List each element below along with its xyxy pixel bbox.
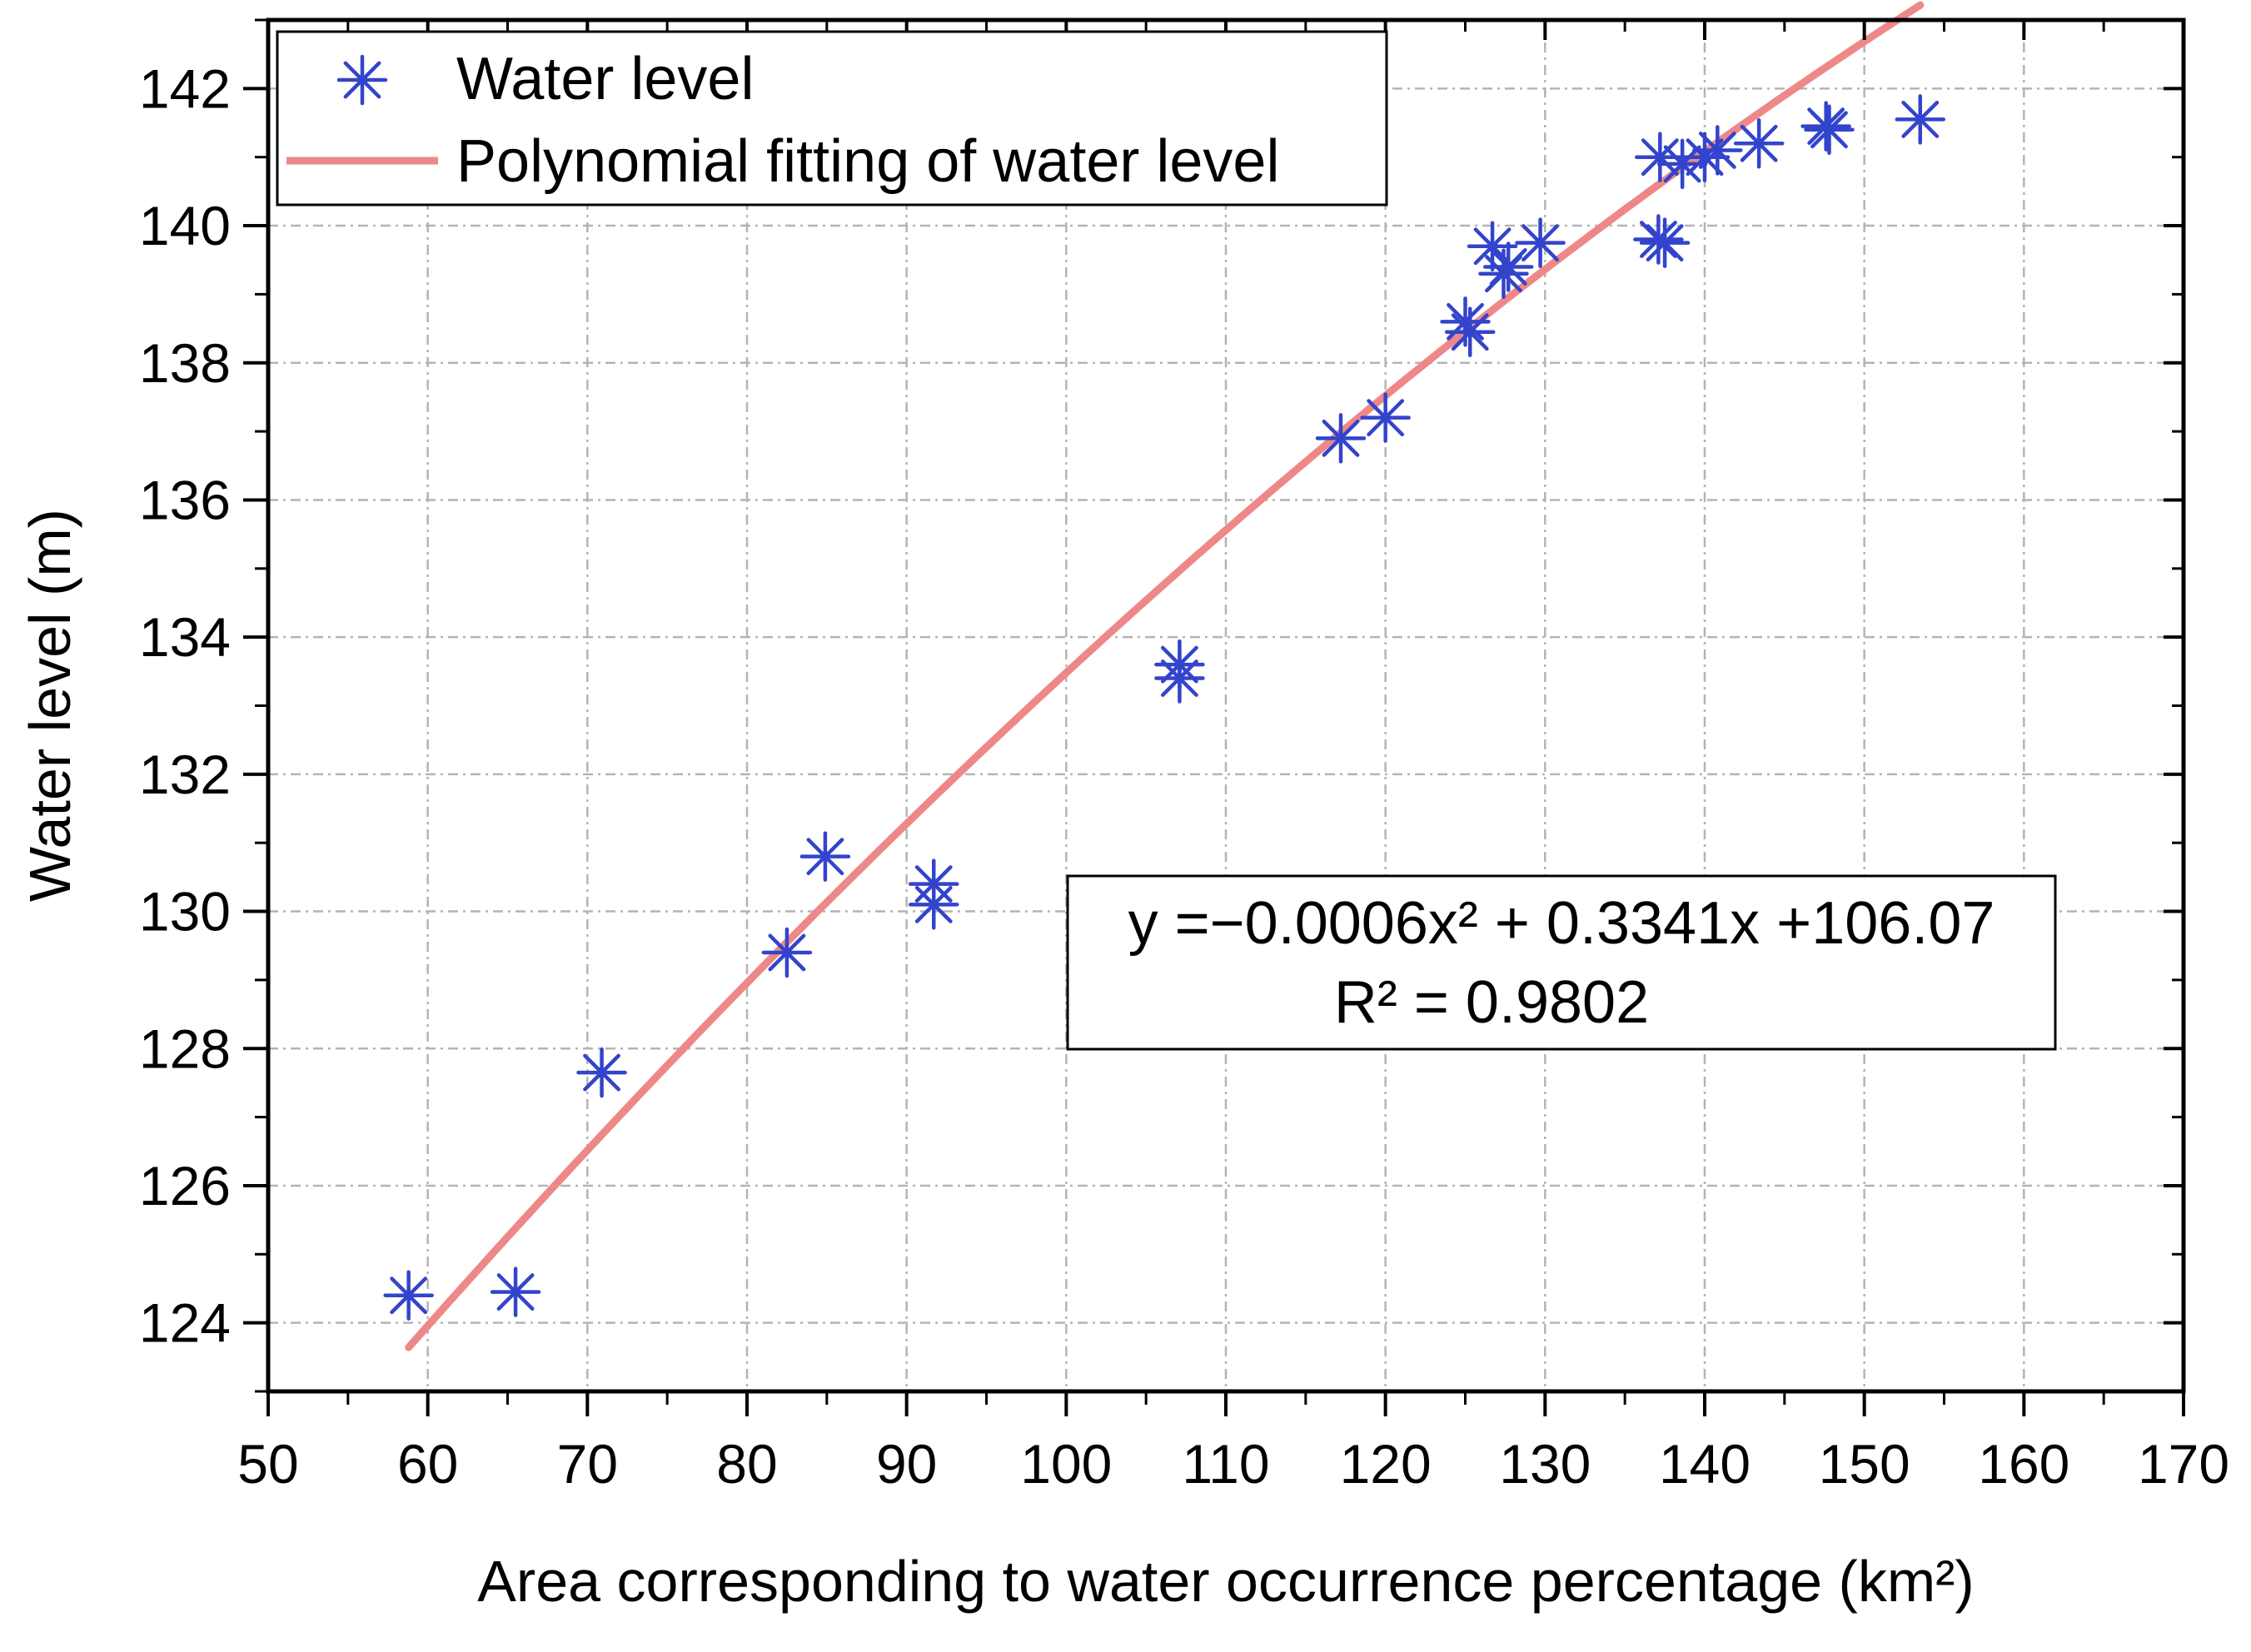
y-tick-label: 128 <box>139 1018 231 1079</box>
asterisk-stroke <box>1663 145 1701 183</box>
y-tick-label: 138 <box>139 332 231 394</box>
legend-label-water-level: Water level <box>456 46 754 112</box>
x-tick-label: 50 <box>237 1433 298 1495</box>
data-point <box>799 831 851 882</box>
asterisk-stroke <box>583 1053 620 1092</box>
data-point <box>1804 104 1855 156</box>
data-point <box>1679 132 1731 182</box>
equation-text: y =−0.0006x² + 0.3341x +106.07 <box>1128 890 1995 957</box>
asterisk-stroke <box>1646 224 1684 262</box>
asterisk-stroke <box>1489 248 1527 286</box>
y-tick-label: 134 <box>139 606 231 668</box>
x-tick-label: 160 <box>1978 1433 2069 1495</box>
data-points <box>383 94 1945 1321</box>
asterisk-stroke <box>1740 124 1778 162</box>
data-point <box>1315 413 1367 464</box>
data-point <box>1515 217 1566 268</box>
data-point <box>1154 653 1205 704</box>
data-point <box>1895 94 1945 145</box>
y-axis-title: Water level (m) <box>17 509 82 902</box>
legend-label-polynomial-fit: Polynomial fitting of water level <box>456 128 1279 195</box>
asterisk-stroke <box>768 933 806 972</box>
legend-asterisk-icon <box>336 54 388 106</box>
data-point <box>383 1270 434 1321</box>
asterisk-stroke <box>1810 111 1848 149</box>
x-tick-label: 150 <box>1819 1433 1910 1495</box>
data-point <box>490 1266 541 1317</box>
x-tick-label: 130 <box>1499 1433 1591 1495</box>
x-tick-label: 90 <box>876 1433 937 1495</box>
x-tick-label: 100 <box>1020 1433 1112 1495</box>
data-point <box>1483 241 1534 292</box>
asterisk-stroke <box>1473 227 1511 266</box>
r-squared-text: R² = 0.9802 <box>1334 969 1649 1036</box>
legend-box <box>276 30 1388 206</box>
x-tick-label: 80 <box>716 1433 777 1495</box>
asterisk-stroke <box>1322 419 1360 457</box>
y-tick-label: 142 <box>139 57 231 119</box>
asterisk-stroke <box>1641 138 1679 177</box>
x-tick-label: 140 <box>1659 1433 1751 1495</box>
grid-lines <box>268 20 2184 1391</box>
y-tick-label: 126 <box>139 1155 231 1217</box>
asterisk-stroke <box>343 61 381 99</box>
data-point <box>1360 392 1411 443</box>
legend: Water level Polynomial fitting of water … <box>276 30 1388 206</box>
data-point <box>909 879 959 930</box>
asterisk-stroke <box>1901 100 1940 138</box>
x-tick-label: 70 <box>557 1433 618 1495</box>
asterisk-stroke <box>806 838 844 876</box>
asterisk-stroke <box>390 1276 428 1315</box>
tick-labels: 50 60 70 80 90 100 110 120 130 140 150 160 170 124 126… <box>139 57 2229 1495</box>
x-axis-title: Area corresponding to water occurrence p… <box>477 1549 1975 1614</box>
y-tick-label: 130 <box>139 881 231 943</box>
asterisk-stroke <box>1367 399 1405 437</box>
x-tick-label: 110 <box>1182 1433 1269 1495</box>
asterisk-stroke <box>496 1273 535 1311</box>
x-tick-label: 60 <box>397 1433 458 1495</box>
asterisk-stroke <box>1521 224 1559 262</box>
x-tick-label: 120 <box>1340 1433 1432 1495</box>
data-point <box>761 927 813 978</box>
asterisk-stroke <box>914 885 953 923</box>
data-point <box>576 1047 627 1098</box>
data-point <box>1692 125 1743 176</box>
data-point <box>1733 117 1785 169</box>
y-tick-label: 132 <box>139 744 231 805</box>
x-tick-label: 170 <box>2138 1433 2229 1495</box>
data-point <box>1633 214 1684 265</box>
y-tick-label: 136 <box>139 469 231 530</box>
asterisk-stroke <box>1451 313 1489 351</box>
legend-asterisk-marker <box>336 54 388 106</box>
y-tick-label: 140 <box>139 195 231 256</box>
equation-box <box>1066 874 2057 1051</box>
asterisk-stroke <box>1640 221 1677 258</box>
data-point <box>1639 217 1691 268</box>
y-tick-label: 124 <box>139 1292 231 1354</box>
asterisk-stroke <box>1698 132 1736 169</box>
data-point <box>1445 306 1496 357</box>
asterisk-stroke <box>1161 659 1198 697</box>
equation-annotation: y =−0.0006x² + 0.3341x +106.07 R² = 0.98… <box>1066 874 2057 1051</box>
